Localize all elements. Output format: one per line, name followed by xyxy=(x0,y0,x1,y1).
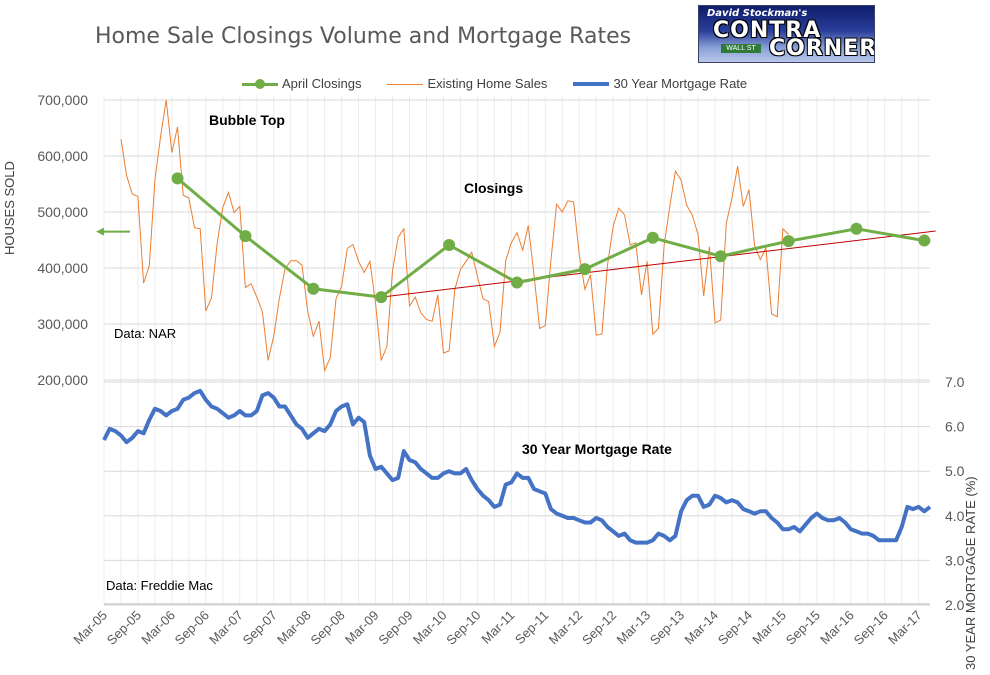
x-tick-label: Sep-12 xyxy=(579,608,619,648)
x-tick-label: Sep-07 xyxy=(240,608,280,648)
annotation-source-nar: Data: NAR xyxy=(114,326,177,341)
april-closings-point xyxy=(511,276,523,289)
right-tick-label: 7.0 xyxy=(945,374,965,390)
annotation-source-freddie-mac: Data: Freddie Mac xyxy=(106,578,213,593)
y-axis-label-left: HOUSES SOLD xyxy=(2,161,17,255)
left-tick-label: 300,000 xyxy=(37,316,88,332)
april-closings-point xyxy=(918,234,931,247)
left-tick-label: 500,000 xyxy=(37,204,88,220)
x-tick-label: Mar-06 xyxy=(138,608,178,648)
x-tick-label: Sep-09 xyxy=(375,608,415,648)
right-tick-label: 4.0 xyxy=(945,508,965,524)
legend-item-april-closings: April Closings xyxy=(242,76,361,91)
x-tick-label: Mar-16 xyxy=(817,608,857,648)
legend-line-marker-icon xyxy=(242,78,278,89)
x-tick-label: Mar-17 xyxy=(885,608,925,648)
right-tick-label: 2.0 xyxy=(945,597,965,613)
x-tick-label: Sep-15 xyxy=(783,608,823,648)
x-tick-label: Mar-14 xyxy=(681,608,721,648)
x-tick-label: Sep-05 xyxy=(104,608,144,648)
chart-title: Home Sale Closings Volume and Mortgage R… xyxy=(95,24,632,49)
april-closings-point xyxy=(443,239,456,252)
gridlines xyxy=(103,95,930,606)
annotation-closings: Closings xyxy=(464,180,524,196)
arrow-left-icon xyxy=(96,227,104,236)
x-tick-label: Mar-09 xyxy=(342,608,382,648)
trendline xyxy=(381,230,936,298)
x-tick-label: Mar-07 xyxy=(206,608,246,648)
left-tick-label: 600,000 xyxy=(37,148,88,164)
april-closings-point xyxy=(850,222,863,235)
x-tick-label: Sep-16 xyxy=(851,608,891,648)
annotation-mortgage-rate: 30 Year Mortgage Rate xyxy=(522,441,672,457)
legend-label: April Closings xyxy=(282,76,362,91)
x-tick-label: Sep-14 xyxy=(715,608,755,648)
x-tick-label: Sep-08 xyxy=(307,608,347,648)
series-line-april-closings xyxy=(176,177,925,299)
series-layer xyxy=(96,99,936,545)
april-closings-point xyxy=(171,172,184,185)
legend-item-mortgage-rate: 30 Year Mortgage Rate xyxy=(573,76,747,91)
april-closings-point xyxy=(714,250,727,263)
x-tick-label: Mar-15 xyxy=(749,608,789,648)
x-tick-label: Sep-10 xyxy=(443,608,483,648)
x-tick-label: Mar-11 xyxy=(478,608,517,647)
y-axis-label-right: 30 YEAR MORTGAGE RATE (%) xyxy=(963,476,978,670)
x-tick-label: Mar-13 xyxy=(614,608,654,648)
contra-corner-logo: David Stockman's CONTRA WALL ST CORNER xyxy=(698,5,875,63)
april-closings-point xyxy=(646,231,659,244)
legend-label: Existing Home Sales xyxy=(427,76,548,91)
logo-word-contra: CONTRA xyxy=(713,18,822,43)
left-tick-label: 200,000 xyxy=(37,372,88,388)
chart-legend: April Closings Existing Home Sales 30 Ye… xyxy=(242,76,747,91)
right-axis-ticks: 2.0 3.0 4.0 5.0 6.0 7.0 xyxy=(945,374,965,613)
left-tick-label: 400,000 xyxy=(37,260,88,276)
april-closings-point xyxy=(307,282,320,295)
left-tick-label: 700,000 xyxy=(37,92,88,108)
legend-thin-line-icon xyxy=(387,79,424,89)
series-line-existing-home-sales xyxy=(120,99,789,373)
logo-word-corner: CORNER xyxy=(769,36,875,61)
april-closings-point xyxy=(375,291,388,304)
x-tick-label: Mar-08 xyxy=(274,608,314,648)
left-axis-ticks: 200,000 300,000 400,000 500,000 600,000 700,0… xyxy=(37,92,88,388)
x-tick-label: Mar-10 xyxy=(410,608,450,648)
logo-tagline: David Stockman's xyxy=(707,8,808,19)
x-tick-label: Sep-11 xyxy=(512,608,552,648)
right-tick-label: 3.0 xyxy=(945,552,965,568)
legend-thick-line-icon xyxy=(573,79,610,89)
logo-street-sign: WALL ST xyxy=(721,44,761,53)
series-line-mortgage-rate xyxy=(102,388,932,545)
april-closings-point xyxy=(782,235,795,248)
right-tick-label: 5.0 xyxy=(945,463,965,479)
legend-item-existing-home-sales: Existing Home Sales xyxy=(387,76,547,91)
x-tick-label: Sep-13 xyxy=(647,608,687,648)
x-tick-label: Mar-05 xyxy=(70,608,110,648)
x-tick-label: Mar-12 xyxy=(546,608,586,648)
april-closings-point xyxy=(578,263,591,276)
right-tick-label: 6.0 xyxy=(945,419,965,435)
legend-label: 30 Year Mortgage Rate xyxy=(613,76,748,91)
annotation-bubble-top: Bubble Top xyxy=(209,112,285,128)
x-axis-ticks: Mar-05Sep-05Mar-06Sep-06Mar-07Sep-07Mar-… xyxy=(70,608,924,648)
x-tick-label: Sep-06 xyxy=(172,608,212,648)
april-closings-point xyxy=(239,230,252,243)
